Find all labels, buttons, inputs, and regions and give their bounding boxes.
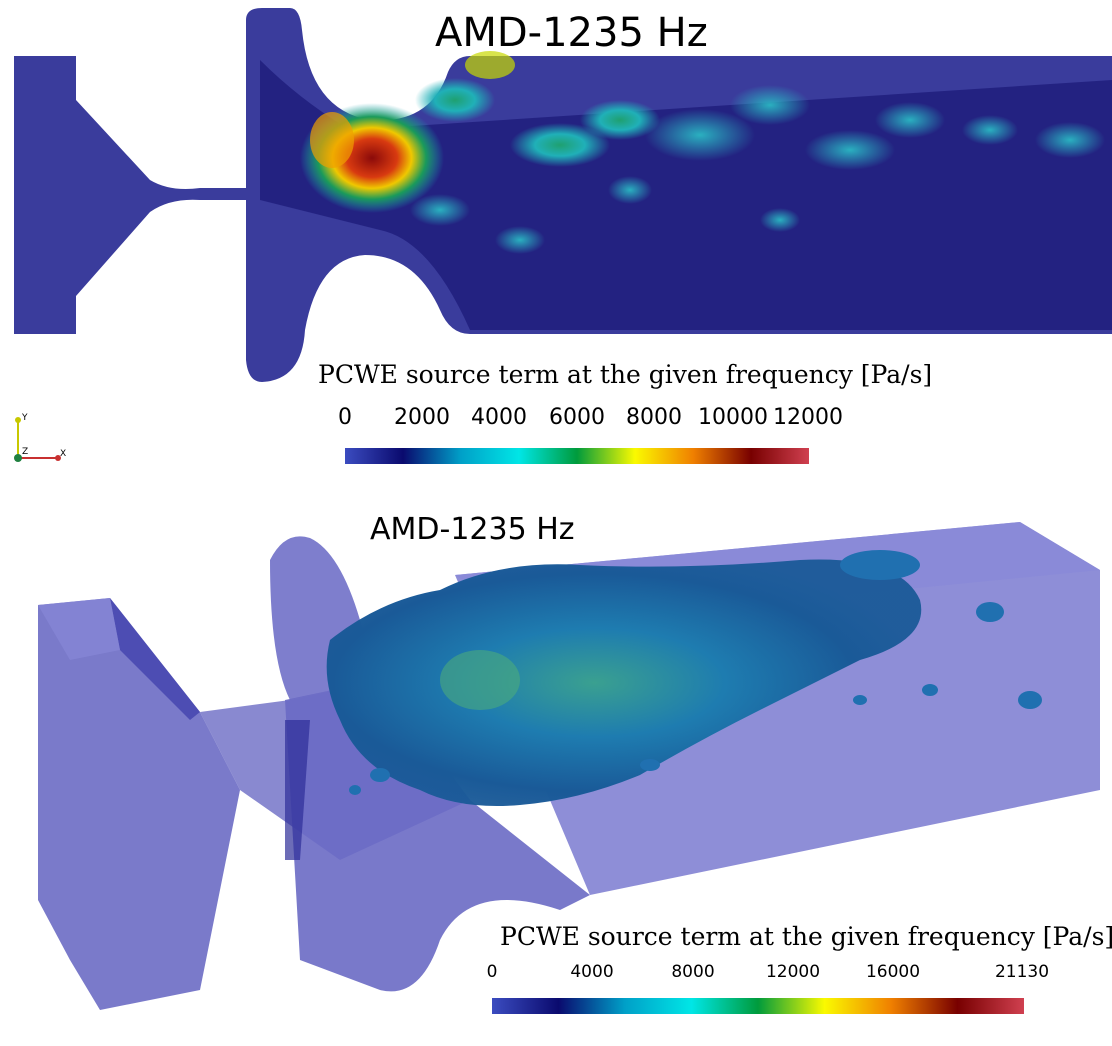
axes-triad-icon: Y Z X (14, 413, 66, 462)
axis-x-label: X (60, 449, 66, 459)
top-panel-title: AMD-1235 Hz (435, 10, 708, 56)
top-colorbar-tick: 8000 (626, 405, 682, 430)
bottom-colorbar-tick: 4000 (570, 962, 614, 982)
axis-y-label: Y (21, 413, 28, 423)
top-slice-view (14, 8, 1112, 382)
top-colorbar-title: PCWE source term at the given frequency … (318, 360, 933, 389)
top-colorbar-tick: 4000 (471, 405, 527, 430)
bottom-panel-title: AMD-1235 Hz (370, 512, 575, 547)
top-colorbar-tick: 10000 (698, 405, 768, 430)
bottom-colorbar-tick: 0 (486, 962, 498, 982)
bottom-colorbar-title: PCWE source term at the given frequency … (500, 922, 1112, 951)
bottom-colorbar-tick: 21130 (994, 962, 1050, 982)
top-colorbar-tick: 0 (338, 405, 352, 430)
bottom-colorbar-tick: 12000 (765, 962, 821, 982)
bottom-colorbar-tick: 8000 (671, 962, 715, 982)
bottom-colorbar-tick: 16000 (865, 962, 921, 982)
bottom-colorbar (492, 998, 1024, 1014)
top-colorbar-tick: 12000 (773, 405, 843, 430)
axis-z-label: Z (22, 447, 28, 457)
top-colorbar-tick: 2000 (394, 405, 450, 430)
top-colorbar (345, 448, 809, 464)
top-colorbar-tick: 6000 (549, 405, 605, 430)
